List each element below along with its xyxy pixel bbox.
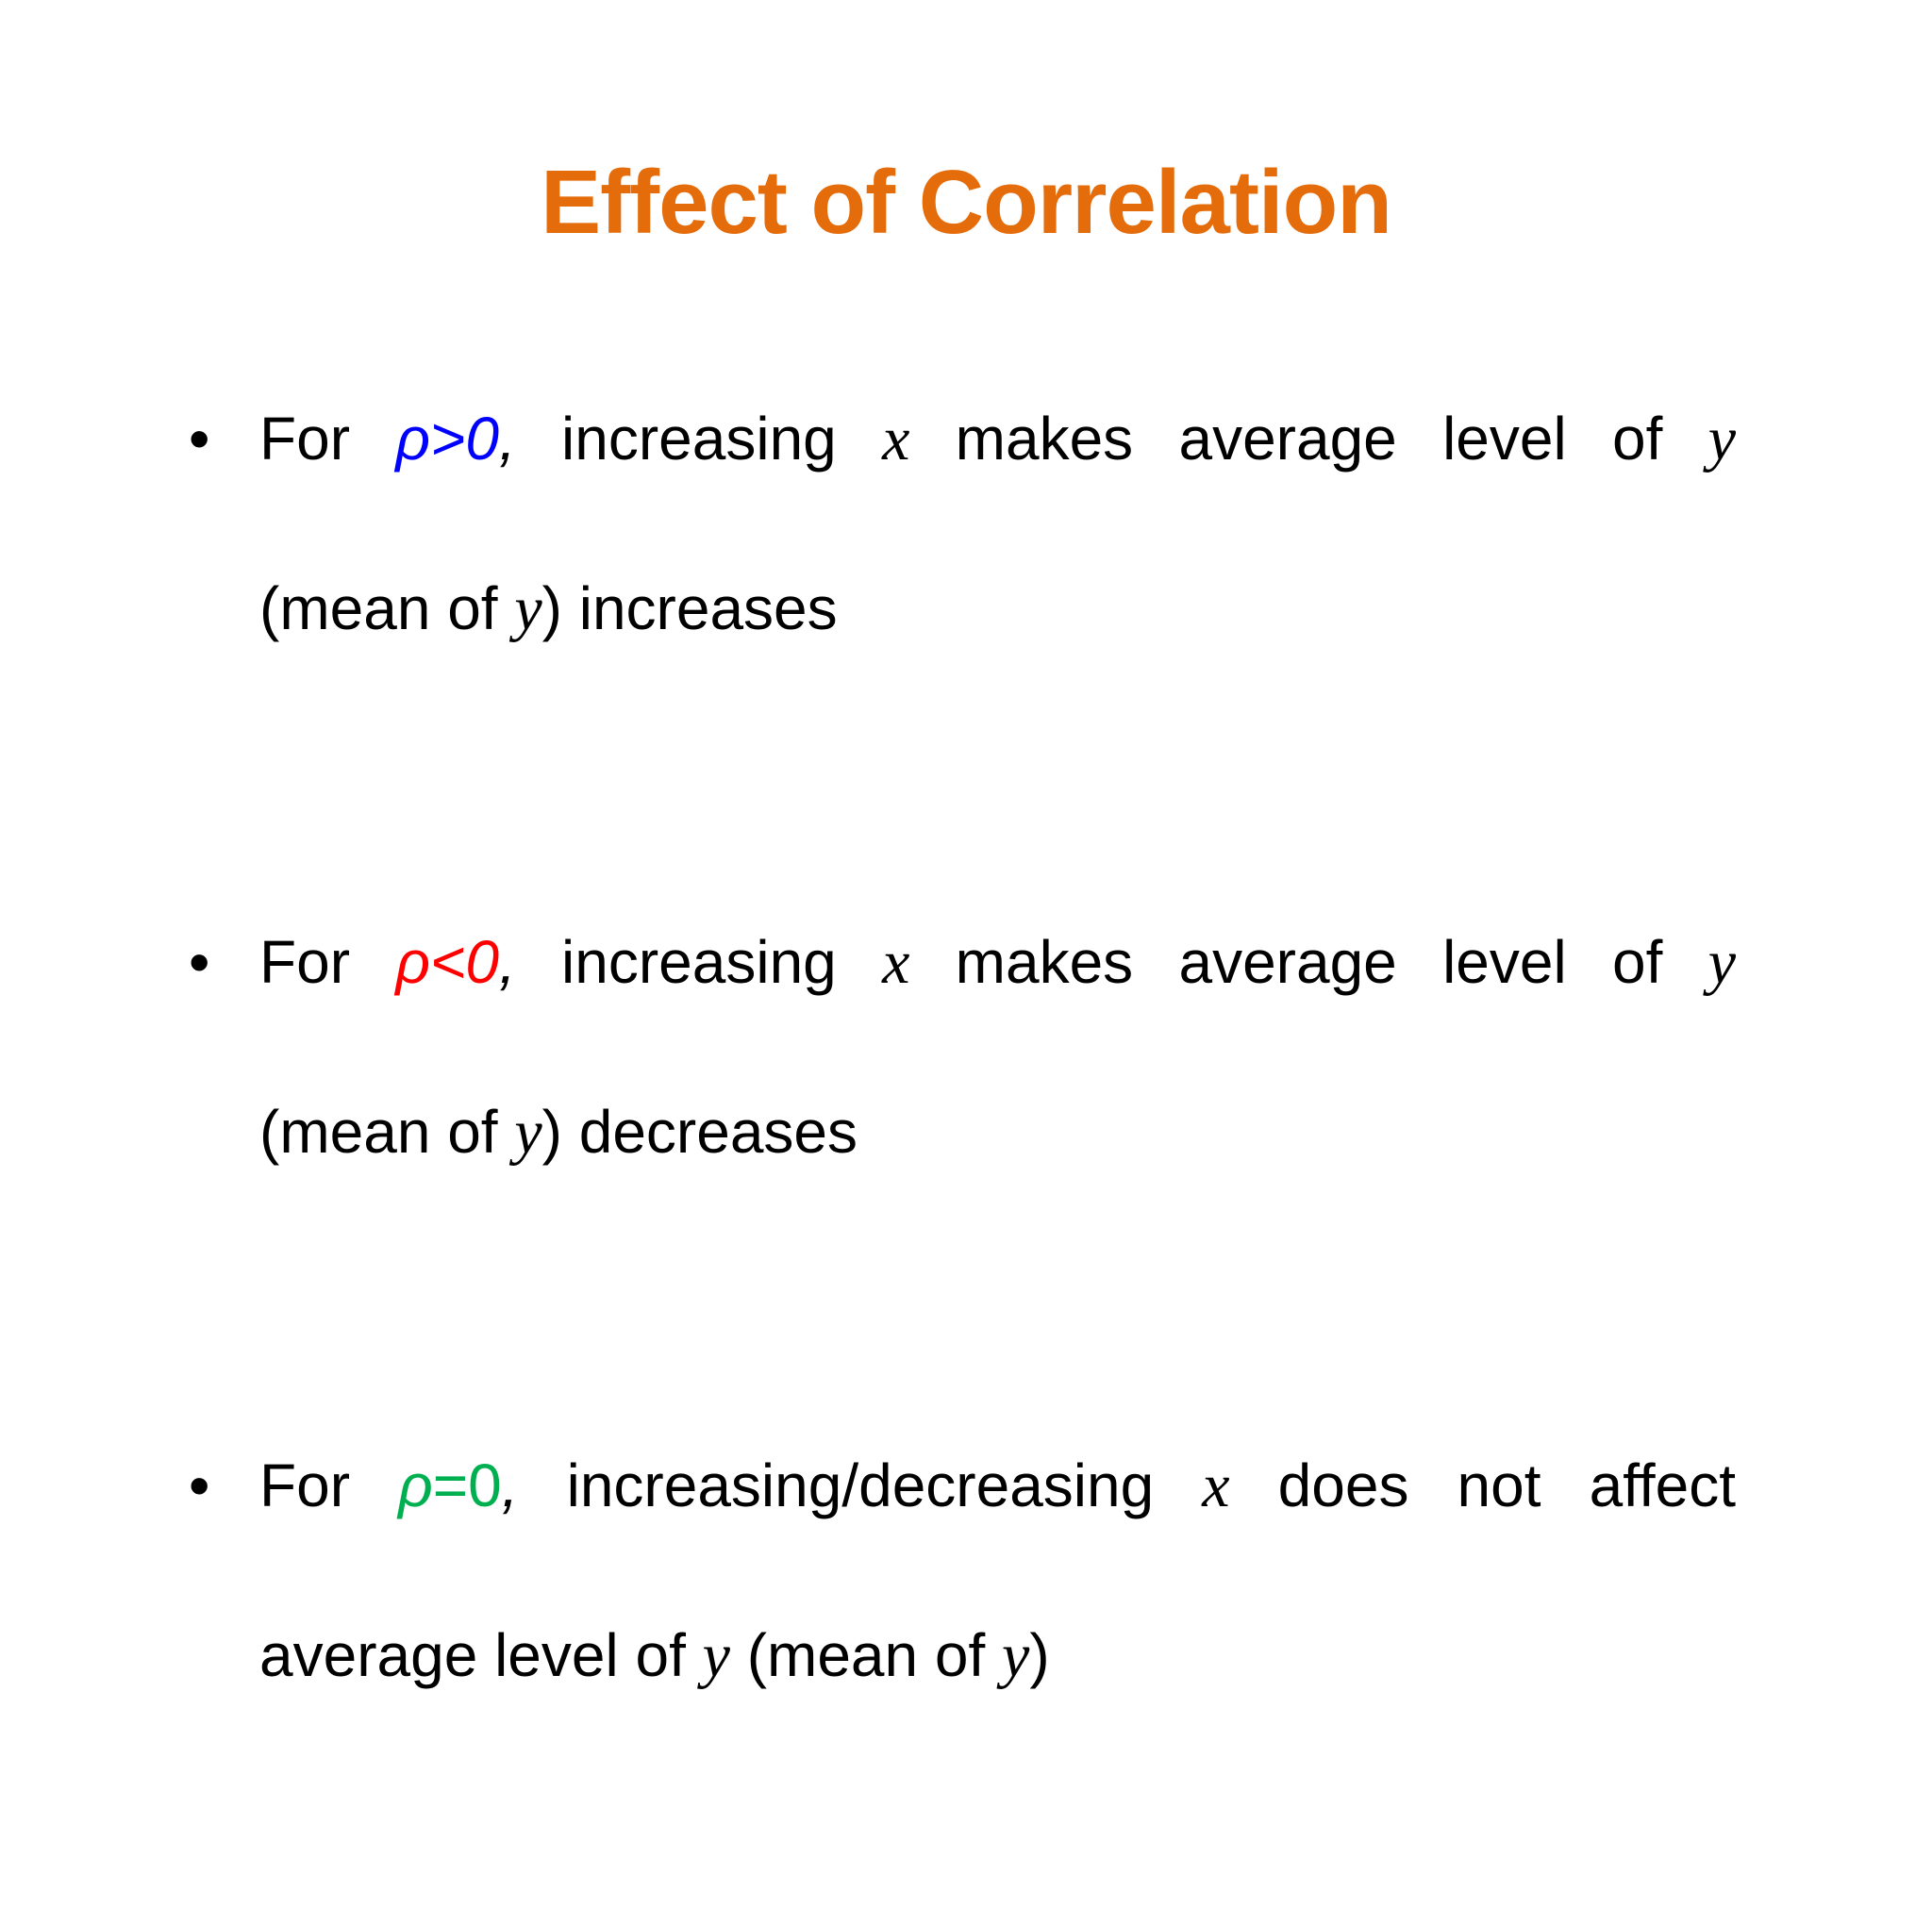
bullet-line-2: (mean of y) decreases <box>259 1047 1736 1217</box>
rho-positive: ρ>0 <box>395 405 499 473</box>
text-fragment: (mean of <box>259 574 515 642</box>
rho-negative: ρ<0 <box>395 928 499 996</box>
bullet-zero-correlation: • For ρ=0, increasing/decreasing x does … <box>189 1401 1736 1740</box>
word: of <box>1612 405 1663 473</box>
condition-zero: ρ=0, <box>398 1451 519 1519</box>
word: increasing/decreasing <box>566 1451 1155 1519</box>
word: average <box>1178 405 1397 473</box>
math-variable-x: x <box>882 928 910 997</box>
bullet-negative-correlation: • For ρ<0, increasing x makes average le… <box>189 877 1736 1217</box>
math-variable-x: x <box>882 405 910 473</box>
math-variable-y: y <box>1707 928 1736 997</box>
text-fragment: ) increases <box>541 574 838 642</box>
text-fragment: average level of <box>259 1621 703 1689</box>
condition-negative: ρ<0, <box>395 928 516 996</box>
word: makes <box>955 928 1134 996</box>
bullet-line-1: For ρ>0, increasing x makes average leve… <box>259 354 1736 523</box>
bullet-line-2: average level of y (mean of y) <box>259 1570 1736 1740</box>
word: not <box>1457 1451 1541 1519</box>
word: average <box>1178 928 1397 996</box>
bullet-line-1: For ρ<0, increasing x makes average leve… <box>259 877 1736 1047</box>
text-fragment: ) <box>1029 1621 1050 1689</box>
text-fragment: (mean of <box>729 1621 1003 1689</box>
text-fragment: ) decreases <box>541 1098 858 1166</box>
word: increasing <box>561 405 837 473</box>
word: increasing <box>561 928 837 996</box>
rho-zero-rest: =0 <box>432 1451 502 1519</box>
math-variable-y: y <box>514 1098 542 1167</box>
condition-positive: ρ>0, <box>395 405 516 473</box>
text-fragment: (mean of <box>259 1098 515 1166</box>
word: level <box>1442 405 1567 473</box>
bullet-marker: • <box>189 405 210 473</box>
slide-title: Effect of Correlation <box>541 152 1392 253</box>
word: level <box>1442 928 1567 996</box>
math-variable-x: x <box>1202 1451 1230 1520</box>
math-variable-y: y <box>514 574 542 643</box>
word: makes <box>955 405 1134 473</box>
word: does <box>1277 1451 1409 1519</box>
word: For <box>259 405 350 473</box>
bullet-line-2: (mean of y) increases <box>259 523 1736 693</box>
slide: Effect of Correlation • For ρ>0, increas… <box>189 152 1736 1690</box>
word: For <box>259 1451 350 1519</box>
bullet-list: • For ρ>0, increasing x makes average le… <box>189 354 1736 1924</box>
math-variable-y: y <box>1002 1621 1030 1690</box>
bullet-line-1: For ρ=0, increasing/decreasing x does no… <box>259 1401 1736 1570</box>
bullet-positive-correlation: • For ρ>0, increasing x makes average le… <box>189 354 1736 693</box>
math-variable-y: y <box>702 1621 730 1690</box>
word: affect <box>1589 1451 1736 1519</box>
word: For <box>259 928 350 996</box>
rho-zero: ρ <box>398 1451 433 1519</box>
word: of <box>1612 928 1663 996</box>
math-variable-y: y <box>1707 405 1736 473</box>
bullet-marker: • <box>189 1451 210 1519</box>
bullet-marker: • <box>189 928 210 996</box>
